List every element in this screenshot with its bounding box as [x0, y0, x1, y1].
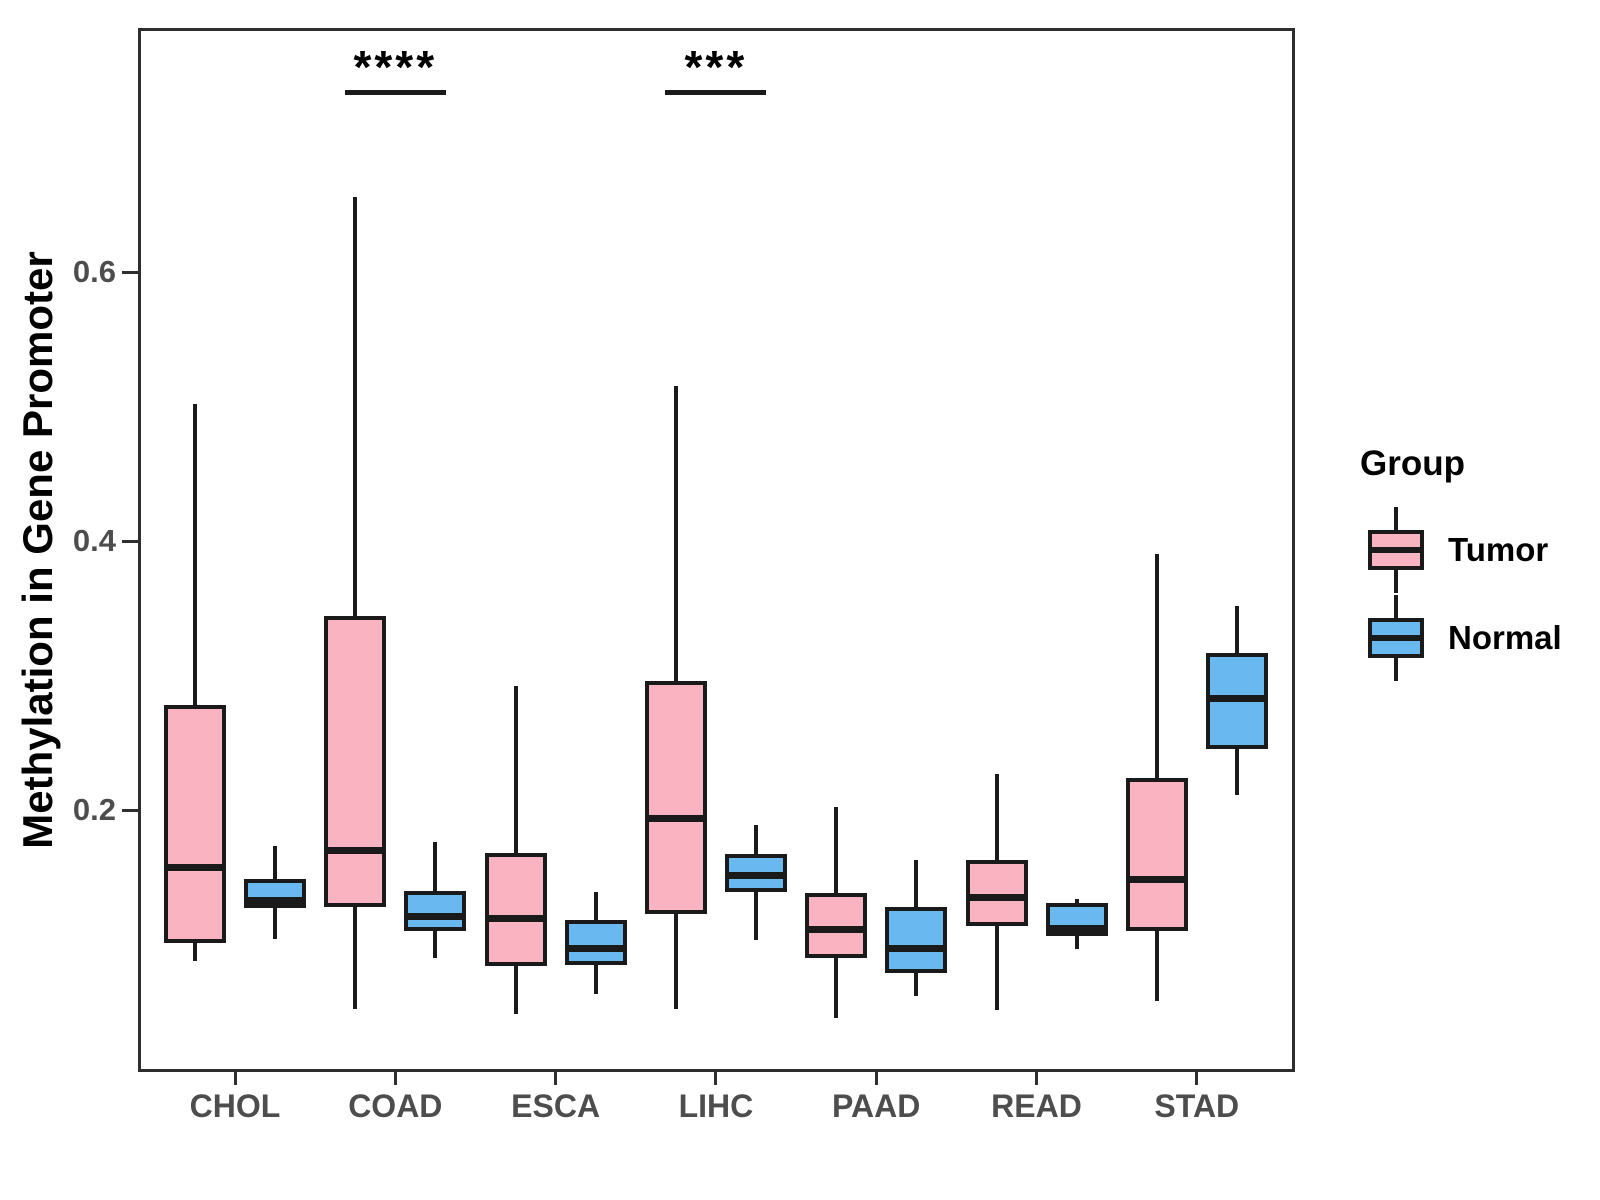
legend-key-normal-boxplot-icon	[1368, 595, 1424, 681]
x-tick-label-chol: CHOL	[189, 1088, 281, 1124]
x-tick-mark	[874, 1072, 878, 1085]
box-tumor-paad	[805, 893, 868, 958]
significance-label-coad: ****	[353, 41, 438, 93]
whisker-tumor-esca	[513, 686, 518, 1015]
y-tick-label: 0.6	[72, 254, 116, 289]
legend-item-normal: Normal	[1350, 594, 1590, 682]
median-tumor-coad	[324, 846, 387, 854]
x-tick-mark	[1035, 1072, 1038, 1085]
box-tumor-read	[965, 859, 1028, 926]
median-normal-lihc	[724, 872, 787, 880]
x-tick-label-paad: PAAD	[832, 1088, 921, 1124]
box-tumor-esca	[484, 853, 547, 966]
x-tick-mark	[554, 1072, 558, 1085]
legend-item-tumor: Tumor	[1350, 506, 1590, 594]
whisker-tumor-chol	[193, 403, 197, 961]
median-normal-esca	[564, 945, 627, 953]
box-tumor-coad	[324, 616, 387, 907]
x-tick-label-stad: STAD	[1154, 1088, 1240, 1124]
x-tick-mark	[714, 1072, 718, 1085]
median-tumor-paad	[805, 926, 868, 934]
x-tick-mark	[233, 1072, 237, 1085]
box-tumor-stad	[1125, 777, 1188, 932]
whisker-tumor-stad	[1154, 554, 1159, 1001]
legend-title: Group	[1360, 444, 1465, 483]
x-tick-label-esca: ESCA	[511, 1088, 601, 1124]
x-tick-label-lihc: LIHC	[678, 1088, 754, 1124]
box-tumor-chol	[164, 705, 226, 944]
x-tick-mark	[1195, 1072, 1199, 1085]
legend-label-tumor: Tumor	[1448, 531, 1549, 568]
legend-items: Tumor Normal	[1350, 506, 1590, 682]
significance-bar-coad	[344, 90, 446, 95]
whisker-tumor-coad	[353, 196, 358, 1010]
y-tick-mark	[122, 808, 138, 812]
legend-key-tumor-boxplot-icon	[1368, 507, 1424, 593]
median-tumor-stad	[1125, 876, 1188, 884]
x-tick-mark	[393, 1072, 397, 1085]
box-normal-esca	[564, 920, 627, 965]
x-tick-label-read: READ	[991, 1088, 1082, 1124]
median-tumor-esca	[484, 915, 547, 923]
box-normal-chol	[244, 878, 306, 909]
x-tick-label-coad: COAD	[348, 1088, 443, 1124]
median-tumor-read	[965, 893, 1028, 901]
significance-label-lihc: ***	[684, 41, 748, 93]
box-tumor-lihc	[644, 680, 707, 914]
legend-label-normal: Normal	[1448, 619, 1562, 656]
median-tumor-chol	[164, 864, 226, 872]
legend-key-median	[1368, 547, 1424, 553]
y-tick-label: 0.4	[72, 523, 116, 558]
median-normal-chol	[244, 896, 306, 904]
legend: Group Tumor Normal	[1350, 444, 1590, 682]
significance-bar-lihc	[665, 90, 767, 95]
y-tick-label: 0.2	[72, 792, 116, 827]
box-normal-coad	[404, 890, 467, 932]
median-normal-paad	[885, 945, 948, 953]
box-normal-paad	[885, 906, 948, 973]
y-tick-mark	[122, 270, 138, 274]
y-tick-mark	[122, 539, 138, 543]
median-tumor-lihc	[644, 814, 707, 822]
median-normal-read	[1045, 924, 1108, 932]
legend-key-median	[1368, 635, 1424, 641]
plot-panel	[138, 28, 1295, 1072]
median-normal-stad	[1205, 694, 1268, 702]
median-normal-coad	[404, 912, 467, 920]
